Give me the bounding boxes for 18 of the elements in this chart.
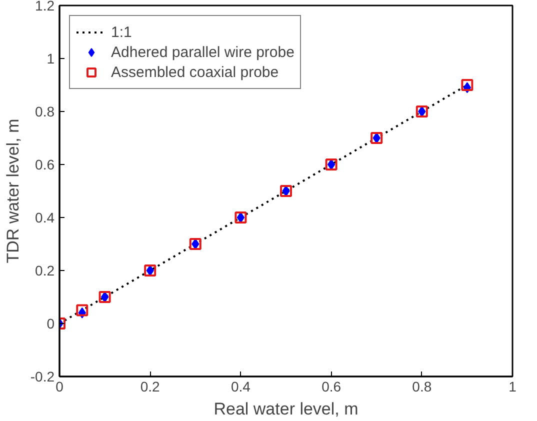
y-axis-title: TDR water level, m	[3, 118, 22, 264]
y-tick-label: 0.8	[35, 104, 55, 120]
legend-label: 1:1	[111, 24, 132, 40]
y-tick-label: 0.6	[35, 156, 55, 172]
x-tick-label: 0.2	[140, 378, 160, 394]
x-tick-label: 0.6	[322, 378, 342, 394]
y-tick-label: 0.4	[35, 210, 55, 226]
y-tick-label: 0.2	[35, 262, 55, 278]
legend-label: Assembled coaxial probe	[111, 64, 279, 80]
legend-label: Adhered parallel wire probe	[111, 44, 294, 60]
x-axis-title: Real water level, m	[214, 400, 358, 418]
x-tick-label: 0.4	[230, 378, 251, 394]
x-tick-label: 0.8	[412, 378, 432, 394]
y-tick-label: 0	[46, 316, 55, 332]
y-tick-label: 1.2	[35, 0, 55, 14]
x-tick-label: 1	[508, 378, 517, 394]
y-tick-label: -0.2	[30, 368, 55, 384]
y-tick-label: 1	[46, 50, 55, 66]
